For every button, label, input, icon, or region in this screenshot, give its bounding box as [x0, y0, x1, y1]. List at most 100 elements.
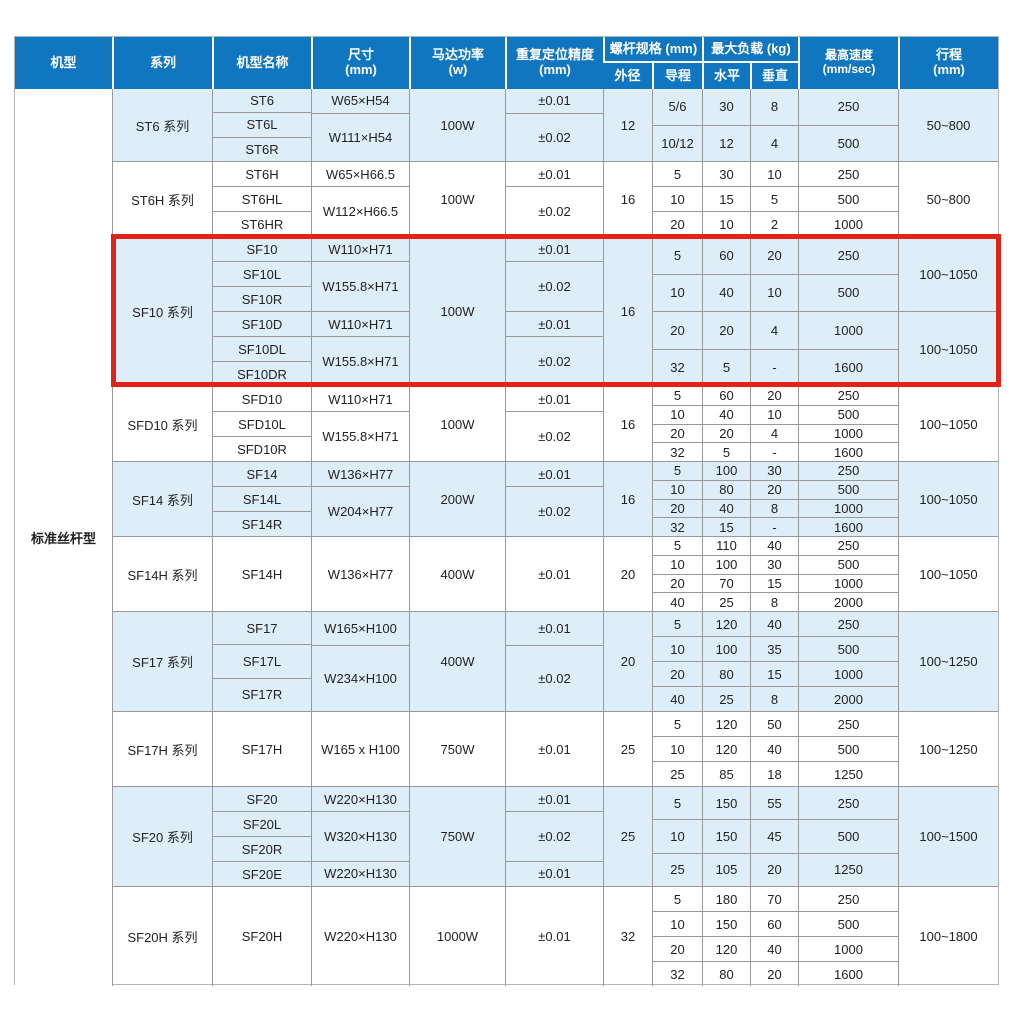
lead-cell: 5: [673, 716, 682, 732]
size-column: W165×H100 W234×H100: [311, 612, 409, 711]
model-cell: ST6H: [245, 166, 279, 182]
outer-dia-cell: 16: [620, 191, 636, 207]
load-horizontal-column: 30 12: [702, 89, 750, 161]
series-block: SF17 系列 SF17 SF17L SF17R W165×H100 W234×H100 4…: [112, 611, 998, 711]
model-cell: SF10L: [213, 261, 311, 286]
series-column: ST6H 系列: [112, 162, 212, 236]
power-column: 750W: [409, 712, 505, 786]
model-cell: SF10DL: [213, 336, 311, 361]
outer-dia-cell: 20: [620, 654, 636, 669]
load-vertical-cell: 30: [767, 463, 782, 479]
load-horizontal-column: 180 150 120 80: [702, 887, 750, 986]
precision-column: ±0.01 ±0.02 ±0.01 ±0.02: [505, 237, 603, 386]
model-cell: SF10D: [213, 311, 311, 336]
load-horizontal-column: 120 100 80 25: [702, 612, 750, 711]
precision-cell: ±0.02: [506, 336, 603, 386]
model-column: SFD10 SFD10L SFD10R: [212, 387, 311, 461]
lead-cell: 10: [653, 819, 702, 852]
size-column: W165 x H100: [311, 712, 409, 786]
table-body: 标准丝杆型 ST6 系列 ST6 ST6L ST6R W65×H54 W111×H54 10…: [15, 89, 998, 986]
size-cell: W112×H66.5: [312, 186, 409, 236]
load-horizontal-cell: 30: [719, 166, 734, 182]
load-vertical-column: 40 35 15 8: [750, 612, 798, 711]
stroke-column: 100~1800: [898, 887, 998, 986]
precision-cell: ±0.02: [506, 411, 603, 461]
precision-cell: ±0.02: [506, 261, 603, 311]
load-vertical-cell: 30: [751, 554, 798, 574]
series-block: SF14H 系列 SF14H W136×H77 400W ±0.01 20 5 10 20 40 1…: [112, 536, 998, 611]
power-column: 100W: [409, 89, 505, 161]
model-cell: SFD10R: [213, 436, 311, 461]
load-horizontal-cell: 150: [715, 795, 738, 811]
lead-cell: 32: [653, 961, 702, 986]
power-column: 200W: [409, 462, 505, 536]
precision-cell: ±0.02: [506, 811, 603, 861]
series-cell: SF10 系列: [132, 305, 193, 320]
lead-cell: 20: [653, 661, 702, 686]
outer-dia-column: 16: [603, 237, 652, 386]
outer-dia-column: 16: [603, 462, 652, 536]
power-column: 750W: [409, 787, 505, 886]
size-column: W110×H71 W155.8×H71: [311, 387, 409, 461]
speed-cell: 250: [837, 166, 860, 182]
header-vertical: 垂直: [750, 63, 798, 89]
lead-cell: 20: [653, 498, 702, 518]
power-cell: 100W: [440, 117, 475, 133]
model-cell: SFD10L: [213, 411, 311, 436]
series-cell: SF20H 系列: [127, 930, 198, 945]
power-column: 100W: [409, 387, 505, 461]
speed-column: 250 500: [798, 89, 898, 161]
precision-column: ±0.01: [505, 712, 603, 786]
precision-column: ±0.01 ±0.02: [505, 387, 603, 461]
stroke-cell: 100~1050: [919, 566, 978, 582]
precision-cell: ±0.02: [506, 112, 603, 161]
header-series: 系列: [112, 37, 212, 89]
outer-dia-cell: 25: [620, 741, 636, 757]
speed-column: 250 500 1250: [798, 712, 898, 786]
size-cell: W220×H130: [324, 929, 397, 944]
power-column: 1000W: [409, 887, 505, 986]
speed-column: 250 500 1000 2000: [798, 537, 898, 611]
load-vertical-column: 20 10 4-: [750, 237, 798, 386]
power-column: 100W: [409, 162, 505, 236]
lead-column: 5 10 20: [652, 162, 702, 236]
series-block: ST6 系列 ST6 ST6L ST6R W65×H54 W111×H54 100W ±0.0…: [112, 89, 998, 161]
stroke-cell: 100~1500: [919, 829, 978, 844]
speed-cell: 250: [837, 388, 860, 404]
machine-type-cell: 标准丝杆型: [15, 89, 112, 986]
load-vertical-cell: 15: [751, 661, 798, 686]
model-cell: SF10DR: [213, 361, 311, 386]
stroke-column: 50~800: [898, 162, 998, 236]
load-horizontal-cell: 100: [703, 636, 750, 661]
stroke-column: 100~1050: [898, 387, 998, 461]
load-vertical-cell: 8: [751, 498, 798, 518]
load-horizontal-cell: 120: [703, 936, 750, 961]
speed-cell: 250: [837, 616, 860, 632]
load-vertical-cell: 4: [751, 124, 798, 162]
size-cell: W204×H77: [312, 486, 409, 536]
stroke-column: 100~1500: [898, 787, 998, 886]
model-cell: SF17R: [213, 677, 311, 711]
size-cell: W136×H77: [327, 566, 394, 582]
header-accuracy: 重复定位精度 (mm): [505, 37, 603, 89]
power-cell: 100W: [440, 191, 475, 207]
precision-cell: ±0.01: [506, 311, 603, 336]
load-vertical-cell: 10: [751, 404, 798, 424]
lead-cell: 40: [653, 592, 702, 611]
speed-cell: 500: [799, 273, 898, 312]
size-cell: W165 x H100: [321, 741, 400, 757]
outer-dia-column: 20: [603, 612, 652, 711]
outer-dia-column: 32: [603, 887, 652, 986]
outer-dia-column: 16: [603, 162, 652, 236]
speed-cell: 250: [837, 538, 860, 554]
lead-column: 5/6 10/12: [652, 89, 702, 161]
load-vertical-cell: 20: [751, 479, 798, 499]
stroke-cell: 50~800: [926, 117, 971, 133]
stroke-cell: 50~800: [926, 191, 971, 207]
series-cell: SF17 系列: [132, 655, 193, 670]
lead-column: 5 10 20 40: [652, 612, 702, 711]
lead-cell: 10: [653, 273, 702, 312]
size-cell: W110×H71: [312, 311, 409, 336]
speed-cell: 250: [837, 716, 860, 732]
series-block: SF14 系列 SF14 SF14L SF14R W136×H77 W204×H77 200…: [112, 461, 998, 536]
